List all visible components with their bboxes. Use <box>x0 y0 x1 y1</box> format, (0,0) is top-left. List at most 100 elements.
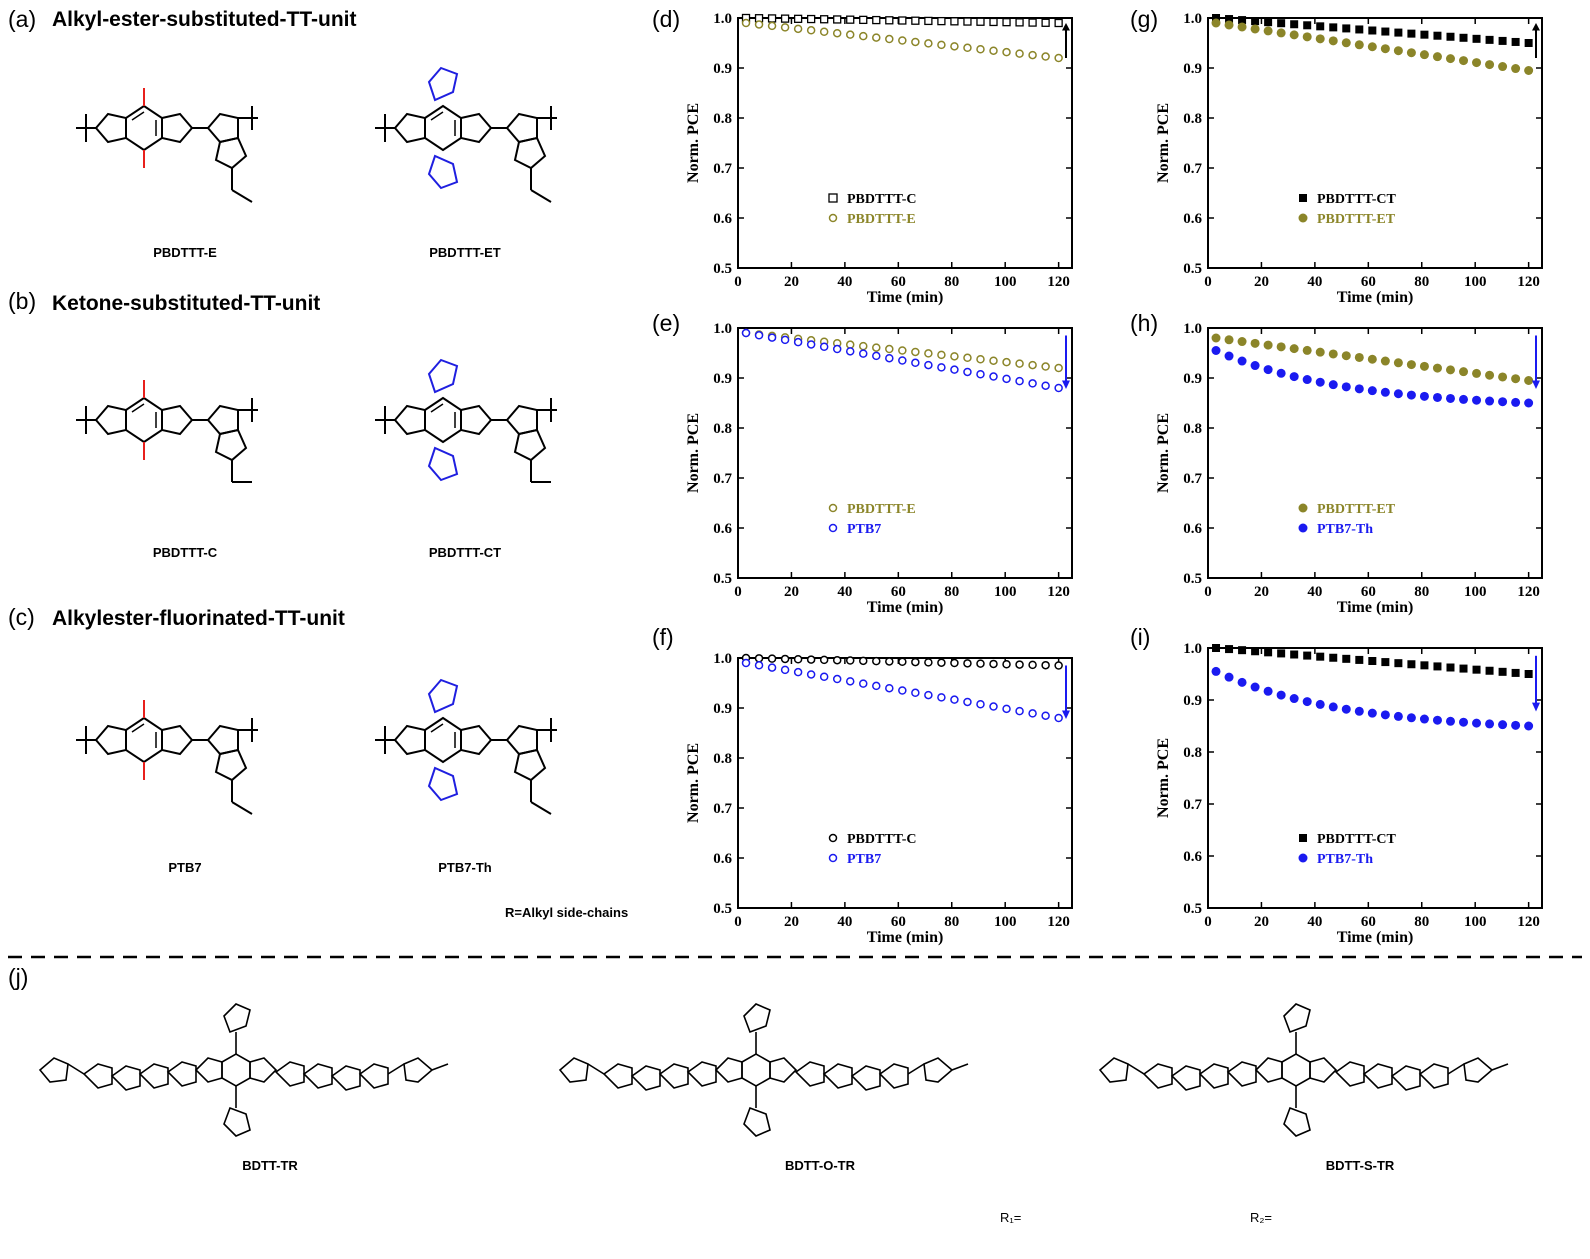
data-point <box>898 686 907 695</box>
data-point <box>989 17 998 27</box>
structure-bdtt-s-tr <box>1099 1003 1509 1137</box>
data-point <box>1406 713 1416 723</box>
x-tick-label: 120 <box>1517 584 1540 600</box>
x-tick-label: 40 <box>837 584 852 600</box>
data-point <box>806 26 816 35</box>
structure-pbdttt-et <box>374 66 558 203</box>
data-point <box>976 370 985 379</box>
legend-marker <box>1299 834 1307 842</box>
data-point <box>793 14 803 23</box>
data-point <box>963 353 972 363</box>
data-point <box>1354 384 1364 394</box>
legend-label: PBDTTT-E <box>847 502 916 517</box>
x-tick-label: 120 <box>1047 274 1070 290</box>
structure-bdtt-o-tr <box>559 1003 969 1137</box>
data-point <box>1264 648 1273 657</box>
data-point <box>1054 713 1063 723</box>
data-point <box>859 15 868 25</box>
data-point <box>1380 44 1390 54</box>
data-point <box>820 15 829 24</box>
data-point <box>1289 694 1299 704</box>
y-tick-label: 0.9 <box>1183 371 1202 387</box>
data-point <box>1041 52 1050 61</box>
data-point <box>1485 35 1494 44</box>
data-point <box>1002 18 1011 27</box>
data-point <box>1485 666 1494 675</box>
x-tick-label: 80 <box>944 914 959 930</box>
data-point <box>885 657 894 666</box>
data-point <box>1498 36 1507 45</box>
x-axis-label: Time (min) <box>1337 599 1414 616</box>
plot-frame <box>1207 647 1543 909</box>
data-point <box>1276 690 1286 700</box>
y-tick-label: 0.9 <box>1183 693 1202 709</box>
data-point <box>1041 660 1050 670</box>
x-tick-label: 80 <box>1414 584 1429 600</box>
data-point <box>1250 682 1260 692</box>
molecule-name: BDTT-TR <box>242 1158 298 1173</box>
data-point <box>833 15 842 24</box>
legend-marker <box>828 503 838 513</box>
molecule-name: BDTT-O-TR <box>784 1158 856 1173</box>
data-point <box>767 333 777 342</box>
legend-label: PBDTTT-ET <box>1317 502 1396 517</box>
data-point <box>1485 370 1495 380</box>
data-point <box>976 17 985 26</box>
data-point <box>885 353 894 363</box>
y-axis-label: Norm. PCE <box>685 743 702 823</box>
x-tick-label: 100 <box>994 584 1017 600</box>
plot-frame <box>1207 17 1543 269</box>
x-tick-label: 100 <box>994 914 1017 930</box>
section-a-title: Alkyl-ester-substituted-TT-unit <box>52 8 357 31</box>
data-point <box>937 363 946 372</box>
data-point <box>1524 66 1534 75</box>
data-point <box>819 655 829 665</box>
data-point <box>1054 18 1063 28</box>
y-tick-label: 0.9 <box>713 701 732 717</box>
x-tick-label: 60 <box>1361 914 1376 930</box>
data-point <box>950 352 959 361</box>
data-point <box>1002 704 1011 714</box>
chart-d: 0 20 40 60 80 100 120 0.5 0.6 0.7 0.8 0.9 1.0 Time (m… <box>685 11 1073 306</box>
y-tick-label: 1.0 <box>713 321 732 337</box>
legend-marker <box>828 213 838 223</box>
y-tick-label: 0.6 <box>713 851 732 867</box>
legend-marker <box>828 853 838 863</box>
data-point <box>1002 47 1011 57</box>
data-point <box>1015 660 1024 669</box>
data-point <box>754 661 764 670</box>
legend-label: PBDTTT-ET <box>1317 212 1396 227</box>
data-point <box>1472 395 1482 405</box>
data-point <box>885 34 894 44</box>
data-point <box>1524 721 1534 731</box>
data-point <box>937 40 946 50</box>
data-point <box>1263 340 1273 350</box>
legend-label: PBDTTT-C <box>847 832 917 847</box>
data-point <box>1289 30 1299 40</box>
data-point <box>767 14 777 23</box>
structure-bdtt-tr <box>39 1003 449 1137</box>
data-point <box>950 42 959 51</box>
data-point <box>1472 718 1482 728</box>
x-axis-label: Time (min) <box>1337 289 1414 306</box>
data-point <box>924 349 933 358</box>
plot-frame <box>737 657 1073 909</box>
legend-label: PTB7 <box>847 522 881 537</box>
data-point <box>1432 715 1442 725</box>
x-tick-label: 100 <box>1464 584 1487 600</box>
data-point <box>1367 708 1377 718</box>
y-tick-label: 0.5 <box>713 261 732 277</box>
data-point <box>898 16 907 25</box>
molecule-name: BDTT-S-TR <box>1325 1158 1395 1173</box>
x-axis-label: Time (min) <box>867 289 944 306</box>
data-point <box>1433 31 1442 40</box>
data-point <box>1355 655 1364 664</box>
data-point <box>1238 646 1247 655</box>
legend-label: PBDTTT-CT <box>1317 832 1397 847</box>
data-point <box>1250 338 1260 348</box>
data-point <box>1445 393 1455 403</box>
data-point <box>1380 710 1390 720</box>
y-tick-label: 0.9 <box>713 61 732 77</box>
y-tick-label: 0.6 <box>1183 849 1202 865</box>
data-point <box>1015 18 1024 27</box>
